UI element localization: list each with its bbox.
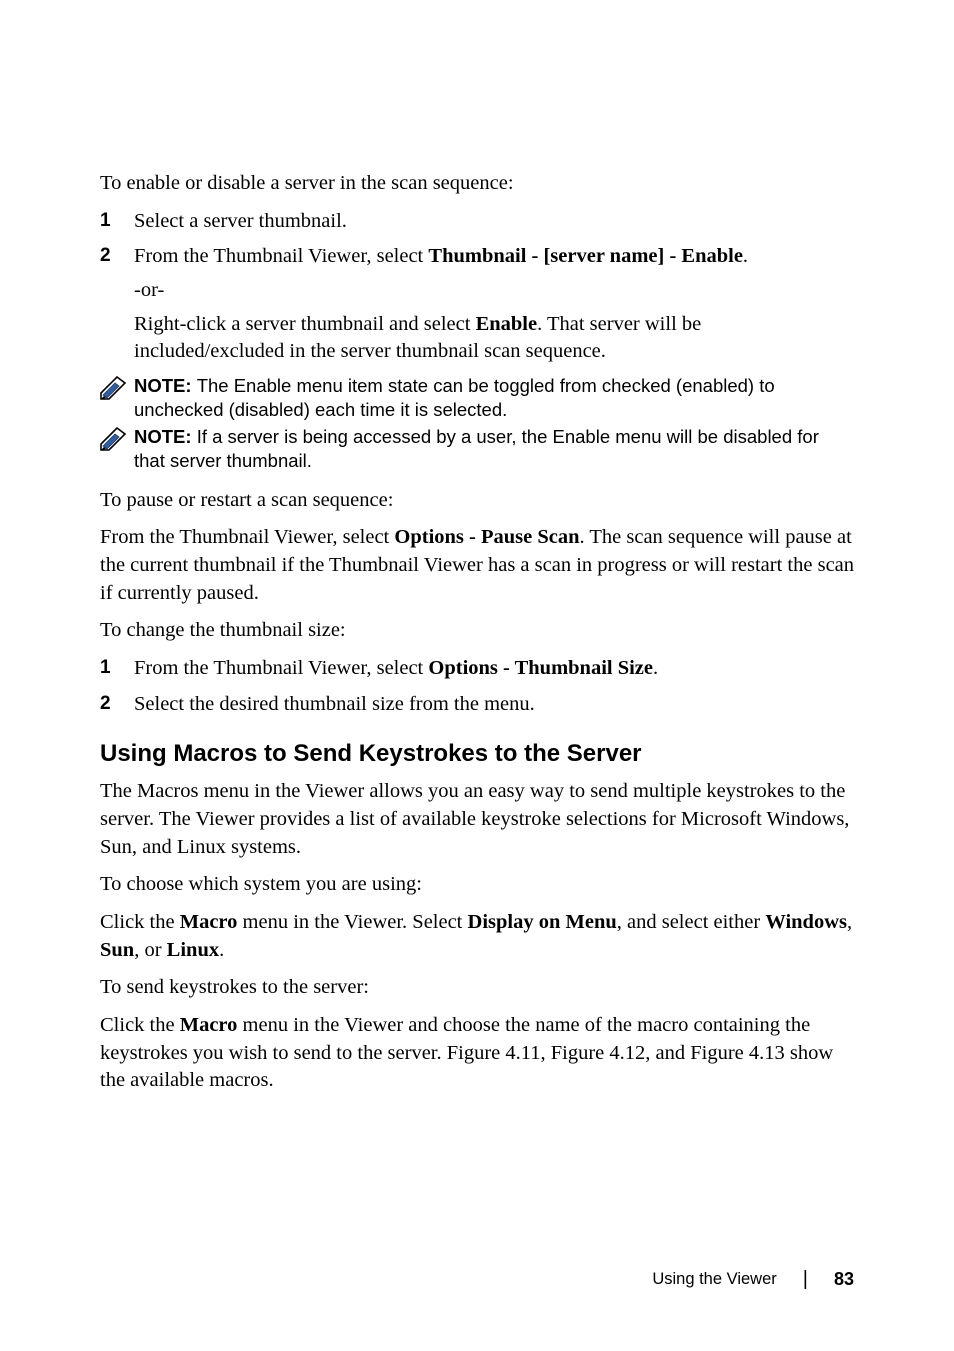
note-text: NOTE: If a server is being accessed by a… bbox=[134, 425, 854, 472]
text-run: . bbox=[743, 245, 748, 267]
list-number: 2 bbox=[100, 243, 134, 366]
note-label: NOTE: bbox=[134, 426, 197, 447]
bold-text: Thumbnail - [server name] - Enable bbox=[428, 245, 743, 267]
list-body: From the Thumbnail Viewer, select Option… bbox=[134, 655, 854, 683]
text-run: , bbox=[847, 911, 852, 933]
text-run: . bbox=[219, 939, 224, 961]
text-run: Right-click a server thumbnail and selec… bbox=[134, 313, 476, 335]
ordered-list-2-item-2: 2 Select the desired thumbnail size from… bbox=[100, 691, 854, 719]
note-body: If a server is being accessed by a user,… bbox=[134, 426, 819, 471]
paragraph-intro-2: To pause or restart a scan sequence: bbox=[100, 487, 854, 515]
paragraph-3: The Macros menu in the Viewer allows you… bbox=[100, 778, 854, 861]
bold-text: Options - Thumbnail Size bbox=[428, 657, 653, 679]
text-run: Click the bbox=[100, 911, 180, 933]
bold-text: Enable bbox=[476, 313, 538, 335]
ordered-list-2-item-1: 1 From the Thumbnail Viewer, select Opti… bbox=[100, 655, 854, 683]
text-run: , and select either bbox=[617, 911, 766, 933]
text-continuation: Right-click a server thumbnail and selec… bbox=[134, 311, 854, 366]
note-text: NOTE: The Enable menu item state can be … bbox=[134, 374, 854, 421]
list-number: 1 bbox=[100, 208, 134, 236]
text-run: From the Thumbnail Viewer, select bbox=[134, 245, 428, 267]
note-2: NOTE: If a server is being accessed by a… bbox=[100, 425, 854, 472]
paragraph-intro-1: To enable or disable a server in the sca… bbox=[100, 170, 854, 198]
document-page: To enable or disable a server in the sca… bbox=[0, 0, 954, 1351]
text-run: . bbox=[653, 657, 658, 679]
text-run: Click the bbox=[100, 1014, 180, 1036]
list-number: 1 bbox=[100, 655, 134, 683]
bold-text: Display on Menu bbox=[468, 911, 617, 933]
bold-text: Options - Pause Scan bbox=[394, 526, 579, 548]
bold-text: Windows bbox=[765, 911, 847, 933]
paragraph-intro-4: To choose which system you are using: bbox=[100, 871, 854, 899]
paragraph-intro-3: To change the thumbnail size: bbox=[100, 617, 854, 645]
text-run: From the Thumbnail Viewer, select bbox=[100, 526, 394, 548]
note-1: NOTE: The Enable menu item state can be … bbox=[100, 374, 854, 421]
bold-text: Macro bbox=[180, 1014, 238, 1036]
ordered-list-1-item-1: 1 Select a server thumbnail. bbox=[100, 208, 854, 236]
bold-text: Linux bbox=[167, 939, 219, 961]
text-run: menu in the Viewer. Select bbox=[237, 911, 467, 933]
note-icon bbox=[100, 376, 126, 400]
section-heading: Using Macros to Send Keystrokes to the S… bbox=[100, 740, 854, 768]
footer-section-title: Using the Viewer bbox=[652, 1270, 776, 1289]
note-icon bbox=[100, 427, 126, 451]
or-separator: -or- bbox=[134, 277, 854, 305]
paragraph-4: Click the Macro menu in the Viewer. Sele… bbox=[100, 909, 854, 964]
paragraph-2: From the Thumbnail Viewer, select Option… bbox=[100, 524, 854, 607]
bold-text: Sun bbox=[100, 939, 134, 961]
list-body: Select a server thumbnail. bbox=[134, 208, 854, 236]
paragraph-intro-5: To send keystrokes to the server: bbox=[100, 974, 854, 1002]
text-run: , or bbox=[134, 939, 166, 961]
page-footer: Using the Viewer | 83 bbox=[652, 1268, 854, 1291]
text-run: From the Thumbnail Viewer, select bbox=[134, 657, 428, 679]
list-body: From the Thumbnail Viewer, select Thumbn… bbox=[134, 243, 854, 366]
paragraph-5: Click the Macro menu in the Viewer and c… bbox=[100, 1012, 854, 1095]
footer-separator: | bbox=[803, 1268, 808, 1291]
list-number: 2 bbox=[100, 691, 134, 719]
note-label: NOTE: bbox=[134, 375, 197, 396]
list-body: Select the desired thumbnail size from t… bbox=[134, 691, 854, 719]
bold-text: Macro bbox=[180, 911, 238, 933]
note-body: The Enable menu item state can be toggle… bbox=[134, 375, 775, 420]
ordered-list-1-item-2: 2 From the Thumbnail Viewer, select Thum… bbox=[100, 243, 854, 366]
footer-page-number: 83 bbox=[834, 1269, 854, 1290]
